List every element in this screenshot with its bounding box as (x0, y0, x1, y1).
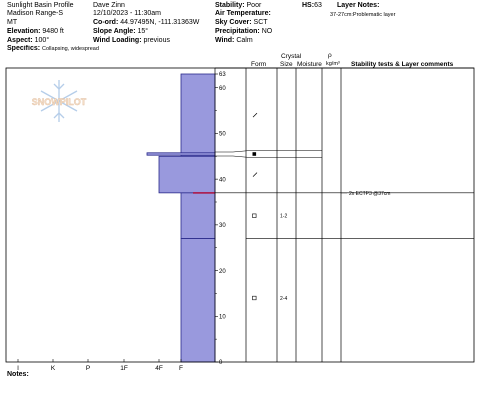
outer-frame (5, 67, 475, 363)
watermark-text: SNOWPILOT (32, 97, 87, 107)
depth-tick-label-1: 10 (219, 314, 226, 320)
coordinates: Co-ord: 44.97495N, -111.31363W (93, 19, 199, 27)
grain-form-icon-0 (252, 112, 258, 118)
elevation: Elevation: 9480 ft (7, 28, 64, 36)
elevation-label: Elevation: (7, 28, 41, 35)
grain-form-icon-3 (252, 213, 257, 218)
hardness-axis: I K P 1F 4F F (17, 359, 183, 372)
sky-cover: Sky Cover: SCT (215, 19, 268, 27)
depth-tick-label-6: 60 (219, 86, 226, 92)
stability: Stability: Poor (215, 2, 261, 10)
coord-label: Co-ord: (93, 19, 119, 26)
crystal-header: Crystal (281, 53, 302, 60)
wind: Wind: Calm (215, 37, 253, 45)
chart-frame (5, 67, 475, 363)
stability-comments-header: Stability tests & Layer comments (351, 61, 454, 68)
grain-form-icon-2 (252, 172, 258, 177)
state: MT (7, 19, 18, 26)
depth-tick-label-4: 40 (219, 177, 226, 183)
hardness-label-I: I (17, 365, 19, 372)
thin-layer-wedge-top (215, 150, 251, 153)
grain-column: 1-2 2-4 (252, 112, 287, 302)
hardness-label-4F: 4F (155, 365, 163, 372)
density-unit-header: kg/m³ (326, 61, 340, 67)
precipitation: Precipitation: NO (215, 28, 272, 36)
hardness-layer-2 (180, 192, 216, 239)
grain-form-icon-4 (252, 295, 257, 301)
layer-notes: 37-27cm:Problematic layer (330, 12, 396, 18)
depth-tick-label-0: 0 (219, 360, 223, 366)
sky-value: SCT (253, 19, 268, 26)
slope-label: Slope Angle: (93, 28, 136, 35)
hardness-label-P: P (86, 365, 90, 372)
hardness-layer-1 (158, 155, 216, 194)
specifics-value: Collapsing, widespread (42, 46, 99, 52)
depth-tick-label-3: 30 (219, 223, 226, 229)
depth-axis: 0 10 20 30 40 50 60 63 (215, 72, 226, 366)
coord-value: 44.97495N, -111.31363W (120, 19, 200, 26)
depth-tick-label-5: 50 (219, 132, 226, 138)
precip-label: Precipitation: (215, 28, 260, 35)
hs-label: HS: (302, 2, 315, 9)
air-temp-label: Air Temperature: (215, 10, 271, 17)
wind-loading-label: Wind Loading: (93, 37, 142, 44)
hardness-layers (146, 73, 216, 363)
hardness-label-1F: 1F (120, 365, 128, 372)
air-temperature: Air Temperature: (215, 10, 271, 18)
wind-label: Wind: (215, 37, 235, 44)
specifics: Specifics: Collapsing, widespread (7, 45, 105, 53)
datetime: 12/10/2023 - 11:30am (93, 10, 161, 17)
grain-size-3: 1-2 (280, 214, 287, 220)
hs-value: 63 (314, 2, 322, 9)
hardness-layer-0 (180, 73, 216, 157)
snowflake-icon (40, 80, 78, 122)
rho-header: ρ (328, 52, 332, 59)
stability-test-column: 2x ECTP3 @37cm (341, 191, 390, 197)
elevation-value: 9480 ft (42, 28, 64, 35)
layer-notes-label: Layer Notes: (337, 2, 380, 9)
form-header: Form (251, 61, 267, 68)
moisture-header: Moisture (297, 61, 322, 68)
snowpilot-watermark: SNOWPILOT (32, 80, 87, 122)
wind-loading-value: previous (143, 37, 170, 44)
thin-layer-wedge-bottom (215, 155, 251, 158)
stability-label: Stability: (215, 2, 245, 9)
slope-angle: Slope Angle: 15° (93, 28, 148, 36)
grain-form-icon-1 (252, 152, 257, 156)
depth-tick-label-7: 63 (219, 72, 226, 78)
hardness-label-K: K (51, 365, 56, 372)
stability-test-label-0: 2x ECTP3 @37cm (349, 191, 390, 197)
aspect-value: 100° (34, 37, 50, 44)
location: Madison Range-S (7, 10, 64, 17)
notes-label: Notes: (7, 371, 29, 378)
thin-layer (146, 152, 216, 156)
wind-loading: Wind Loading: previous (93, 37, 170, 45)
observer: Dave Zinn (93, 2, 125, 9)
snow-height: HS:63 (302, 2, 322, 10)
specifics-label: Specifics: (7, 45, 41, 52)
grain-size-4: 2-4 (280, 296, 287, 302)
hardness-layer-3 (180, 238, 216, 363)
size-header: Size (280, 61, 293, 68)
sky-label: Sky Cover: (215, 19, 252, 26)
depth-tick-label-2: 20 (219, 269, 226, 275)
aspect: Aspect: 100° (7, 37, 49, 45)
profile-name: Sunlight Basin Profile (7, 2, 74, 9)
stability-value: Poor (246, 2, 262, 9)
hardness-label-F: F (179, 365, 183, 372)
slope-value: 15° (137, 28, 149, 35)
wind-value: Calm (236, 37, 253, 44)
aspect-label: Aspect: (7, 37, 33, 44)
precip-value: NO (261, 28, 273, 35)
